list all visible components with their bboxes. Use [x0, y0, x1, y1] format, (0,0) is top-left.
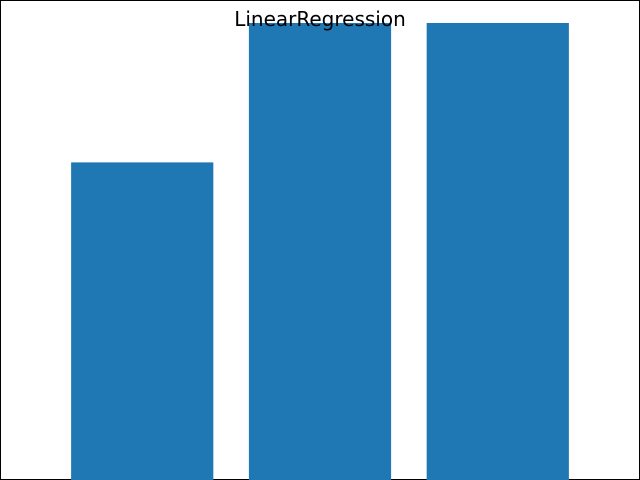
- bar-1: [71, 162, 214, 480]
- chart-title: LinearRegression: [234, 7, 406, 31]
- bar-3: [426, 23, 569, 480]
- bars-group: [71, 23, 569, 480]
- bar-2: [248, 23, 392, 480]
